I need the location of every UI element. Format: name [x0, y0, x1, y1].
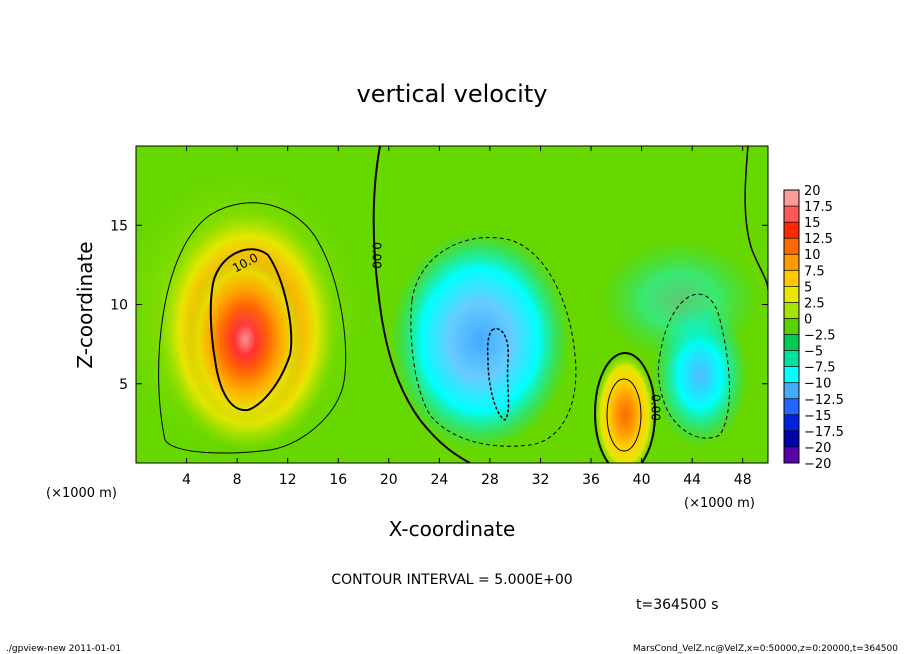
- x-tick-label: 36: [582, 472, 600, 488]
- colorbar-swatch: [784, 414, 799, 431]
- x-tick-label: 24: [430, 472, 448, 488]
- colorbar-swatch: [784, 430, 799, 447]
- colorbar-swatch: [784, 302, 799, 319]
- colorbar-swatch: [784, 238, 799, 255]
- colorbar-label: −15: [804, 409, 831, 424]
- colorbar-label: −10: [804, 377, 831, 392]
- colorbar-swatch: [784, 270, 799, 287]
- contour-edge-line: [744, 146, 768, 291]
- x-tick-label: 28: [481, 472, 499, 488]
- colorbar-label: 7.5: [804, 264, 825, 279]
- plot-area: [135, 145, 769, 464]
- colorbar-label: −20: [804, 457, 831, 472]
- colorbar-label: 15: [804, 216, 821, 231]
- contour-negative-5: [410, 237, 577, 447]
- y-tick-label: 5: [119, 377, 128, 393]
- contour-negative-5-secondary: [657, 293, 730, 439]
- x-unit-right: (×1000 m): [684, 496, 755, 511]
- x-unit-left: (×1000 m): [46, 486, 117, 501]
- contour-5: [158, 202, 347, 454]
- x-tick-label: 40: [633, 472, 651, 488]
- colorbar-label: −20: [804, 441, 831, 456]
- colorbar-swatch: [784, 286, 799, 303]
- x-tick-label: 8: [233, 472, 242, 488]
- y-axis: 5 10 15: [110, 218, 768, 393]
- x-axis-label: X-coordinate: [389, 517, 516, 541]
- colorbar-swatch: [784, 446, 799, 463]
- downdraft-region-main: [390, 230, 570, 450]
- x-tick-label: 4: [182, 472, 191, 488]
- y-tick-label: 15: [110, 218, 128, 234]
- colorbar-label: 20: [804, 184, 821, 199]
- colorbar-label: −7.5: [804, 361, 836, 376]
- colorbar-swatch: [784, 206, 799, 223]
- colorbar-label: −2.5: [804, 329, 836, 344]
- colorbar-swatch: [784, 382, 799, 399]
- footer-right: MarsCond_VelZ.nc@VelZ,x=0:50000,z=0:2000…: [633, 644, 898, 654]
- colorbar-label: 10: [804, 248, 821, 263]
- chart-title: vertical velocity: [357, 80, 548, 108]
- colorbar-label: −17.5: [804, 425, 844, 440]
- colorbar-label: 5: [804, 280, 812, 295]
- contour-negative-10: [486, 328, 510, 421]
- colorbar-label: −5: [804, 345, 823, 360]
- contour-label: 0.00: [369, 242, 383, 269]
- colorbar-label: 2.5: [804, 296, 825, 311]
- colorbar-label: 17.5: [804, 200, 833, 215]
- contour-5-ring: [606, 378, 642, 452]
- x-tick-label: 12: [279, 472, 297, 488]
- colorbar-swatch: [784, 350, 799, 367]
- colorbar-swatch: [784, 318, 799, 335]
- x-axis: 4 8 12 16 20 24 28 32 36 40 44 48: [182, 146, 752, 488]
- x-tick-label: 16: [329, 472, 347, 488]
- footer-left: ./gpview-new 2011-01-01: [6, 644, 121, 654]
- colorbar-swatch: [784, 366, 799, 383]
- colorbar-swatch: [784, 334, 799, 351]
- colorbar-label: −12.5: [804, 393, 844, 408]
- downdraft-haze: [600, 240, 760, 360]
- updraft-core-inner: [185, 252, 305, 428]
- contour-10: [209, 248, 293, 412]
- colorbar-label: 12.5: [804, 232, 833, 247]
- contour-interval-text: CONTOUR INTERVAL = 5.000E+00: [331, 572, 572, 588]
- y-tick-label: 10: [110, 298, 128, 314]
- time-stamp: t=364500 s: [636, 597, 718, 613]
- contour-zero-ring: [594, 352, 656, 463]
- colorbar-swatch: [784, 222, 799, 239]
- colorbar-swatch: [784, 190, 799, 207]
- x-tick-label: 44: [683, 472, 701, 488]
- x-tick-label: 32: [532, 472, 550, 488]
- x-tick-label: 20: [380, 472, 398, 488]
- colorbar-label: 0: [804, 312, 812, 327]
- colorbar-swatch: [784, 254, 799, 271]
- x-tick-label: 48: [734, 472, 752, 488]
- contour-label: 0.00: [649, 394, 663, 421]
- contour-zero-line: [372, 146, 471, 463]
- y-axis-label: Z-coordinate: [73, 241, 97, 368]
- colorbar-swatch: [784, 398, 799, 415]
